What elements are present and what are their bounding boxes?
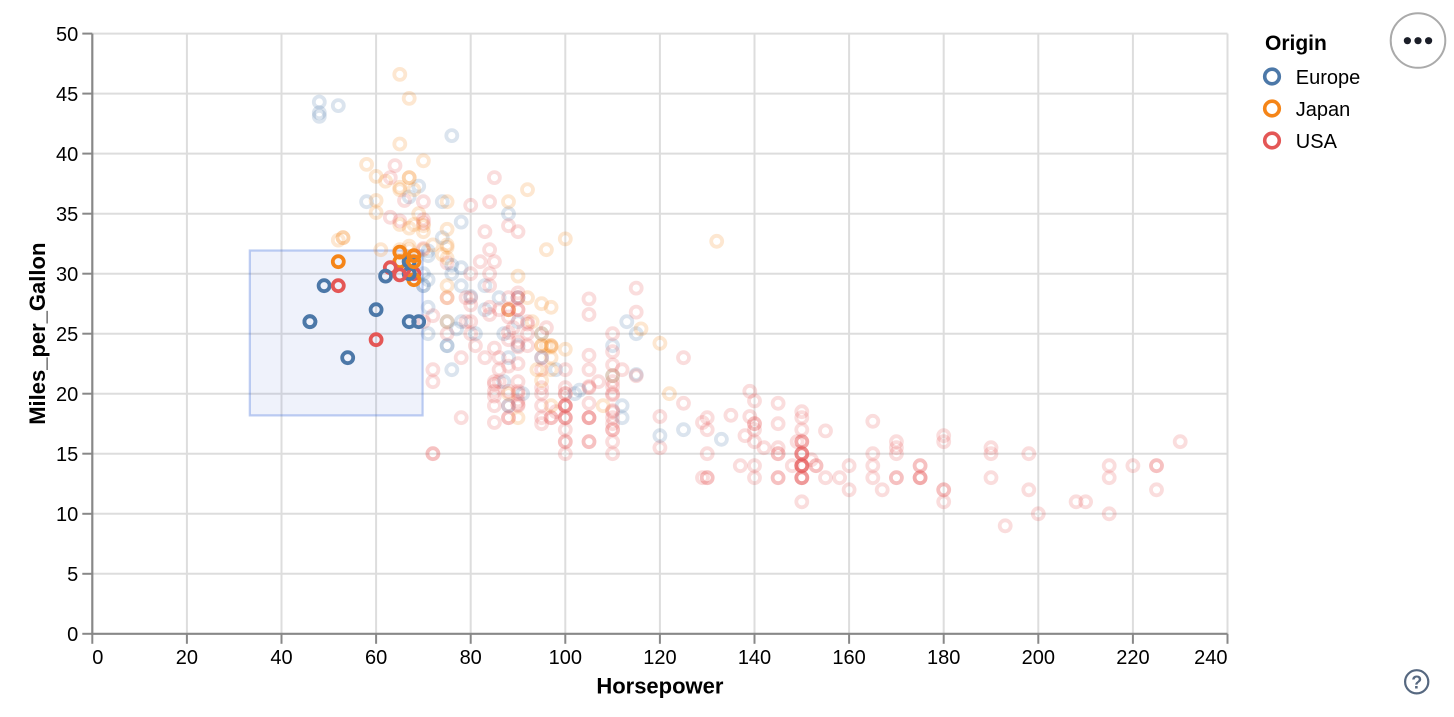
svg-text:220: 220 xyxy=(1116,647,1149,669)
svg-text:?: ? xyxy=(1411,673,1422,693)
svg-text:USA: USA xyxy=(1296,131,1338,153)
svg-text:50: 50 xyxy=(56,24,78,46)
svg-text:0: 0 xyxy=(67,624,78,646)
svg-text:Horsepower: Horsepower xyxy=(596,674,724,699)
svg-text:0: 0 xyxy=(92,647,103,669)
svg-text:5: 5 xyxy=(67,564,78,586)
svg-text:200: 200 xyxy=(1022,647,1055,669)
svg-text:Origin: Origin xyxy=(1265,32,1327,55)
svg-text:100: 100 xyxy=(549,647,582,669)
svg-text:15: 15 xyxy=(56,444,78,466)
svg-text:20: 20 xyxy=(56,384,78,406)
svg-text:40: 40 xyxy=(270,647,292,669)
svg-text:160: 160 xyxy=(832,647,865,669)
svg-text:35: 35 xyxy=(56,204,78,226)
svg-text:25: 25 xyxy=(56,324,78,346)
svg-text:10: 10 xyxy=(56,504,78,526)
svg-text:80: 80 xyxy=(460,647,482,669)
svg-text:Japan: Japan xyxy=(1296,99,1351,121)
svg-text:140: 140 xyxy=(738,647,771,669)
svg-text:60: 60 xyxy=(365,647,387,669)
svg-text:45: 45 xyxy=(56,84,78,106)
svg-text:20: 20 xyxy=(176,647,198,669)
svg-text:30: 30 xyxy=(56,264,78,286)
svg-text:40: 40 xyxy=(56,144,78,166)
svg-text:Miles_per_Gallon: Miles_per_Gallon xyxy=(25,243,50,425)
svg-text:120: 120 xyxy=(643,647,676,669)
svg-text:240: 240 xyxy=(1194,647,1227,669)
svg-text:180: 180 xyxy=(927,647,960,669)
svg-text:Europe: Europe xyxy=(1296,67,1361,89)
